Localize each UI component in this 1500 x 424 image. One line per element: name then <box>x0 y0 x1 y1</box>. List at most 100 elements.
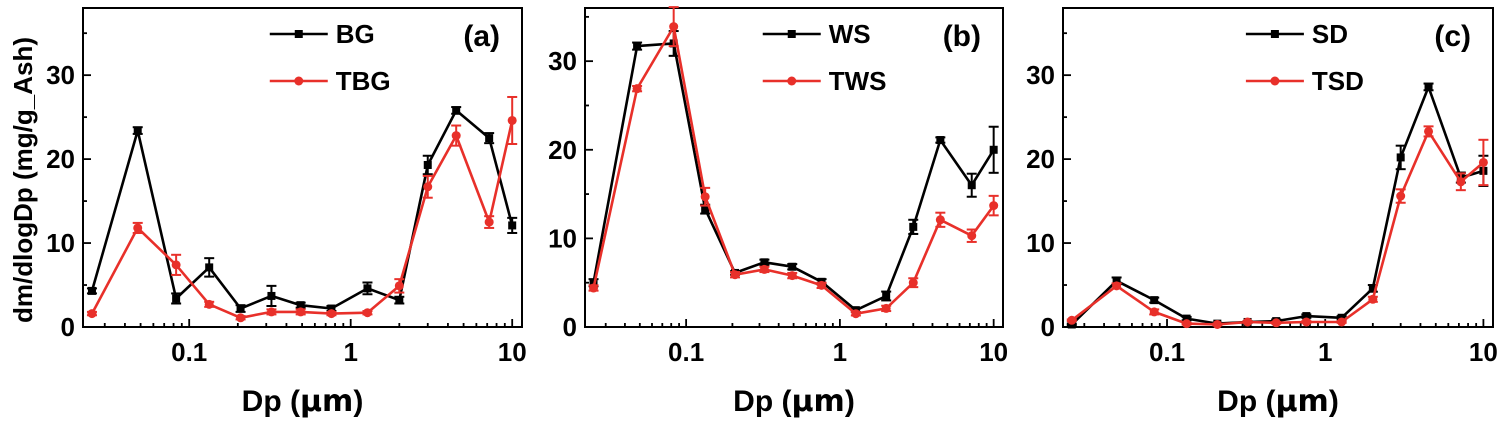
data-point-square <box>1368 284 1377 293</box>
data-point-square <box>327 304 336 313</box>
data-point-square <box>882 291 891 300</box>
data-point-circle <box>908 278 918 288</box>
data-point-square <box>1424 82 1433 91</box>
data-point-circle <box>1067 315 1077 325</box>
y-tick-label: 20 <box>46 144 75 174</box>
data-point-square <box>205 263 214 272</box>
data-point-circle <box>700 192 710 202</box>
data-point-circle <box>1212 319 1222 329</box>
data-point-circle <box>1396 191 1406 201</box>
data-point-circle <box>204 299 214 309</box>
data-point-square <box>236 304 245 313</box>
data-point-square <box>1396 153 1405 162</box>
series-TWS <box>588 6 999 319</box>
data-point-circle <box>787 271 797 281</box>
data-point-circle <box>989 201 999 211</box>
legend-marker-square <box>787 30 796 38</box>
data-point-square <box>508 221 517 230</box>
series-line-TWS <box>592 25 995 315</box>
data-point-square <box>267 291 276 300</box>
x-tick-label: 0.1 <box>171 337 207 367</box>
y-tick-label: 20 <box>548 135 577 165</box>
data-point-circle <box>1301 317 1311 327</box>
data-point-square <box>395 296 404 305</box>
legend-label: BG <box>336 19 375 49</box>
data-point-square <box>296 301 305 310</box>
data-point-circle <box>1337 317 1347 327</box>
data-point-circle <box>507 115 517 125</box>
panel-label: (a) <box>463 20 500 53</box>
data-point-circle <box>394 281 404 291</box>
data-point-square <box>936 136 945 145</box>
data-point-circle <box>423 182 433 192</box>
data-point-square <box>1150 296 1159 305</box>
data-point-square <box>133 126 142 135</box>
y-tick-label: 30 <box>46 60 75 90</box>
data-point-circle <box>881 303 891 313</box>
legend-marker-circle <box>1270 76 1280 86</box>
chart-panel-2: 0 10 20 30 0.1 1 10 Dp (μm) WS TWS (b) <box>548 6 1008 419</box>
data-point-circle <box>171 260 181 270</box>
plot-frame <box>82 7 523 328</box>
data-point-square <box>1302 312 1311 321</box>
data-point-circle <box>451 131 461 141</box>
x-axis-title: Dp (μm) <box>1217 384 1339 419</box>
series-line-TBG <box>90 120 514 320</box>
data-point-circle <box>1112 281 1122 291</box>
data-point-square <box>423 160 432 169</box>
y-tick-label: 20 <box>1026 144 1055 174</box>
x-tick-label: 1 <box>343 337 357 367</box>
series-TBG <box>86 95 518 323</box>
data-point-circle <box>1271 318 1281 328</box>
legend: BG TBG <box>269 19 391 96</box>
data-point-square <box>87 286 96 295</box>
data-point-circle <box>1456 177 1466 187</box>
x-axis-title: Dp (μm) <box>242 384 364 419</box>
data-point-circle <box>759 264 769 274</box>
data-point-square <box>485 134 494 143</box>
legend: SD TSD <box>1245 19 1364 96</box>
chart-panel-1: 0 10 20 30 0.1 1 10 Dp (μm) BG TBG (a) <box>46 7 527 419</box>
panel-label: (c) <box>1434 20 1471 53</box>
data-point-circle <box>266 307 276 317</box>
series-line-WS <box>592 42 995 312</box>
data-point-circle <box>817 280 827 290</box>
data-point-circle <box>87 309 97 319</box>
data-point-square <box>1112 276 1121 285</box>
series-line-BG <box>90 109 514 310</box>
data-point-square <box>788 262 797 271</box>
y-tick-label: 10 <box>46 228 75 258</box>
data-point-circle <box>296 307 306 317</box>
data-point-circle <box>935 215 945 225</box>
series-line-SD <box>1070 85 1484 326</box>
data-point-circle <box>967 231 977 241</box>
data-point-square <box>172 294 181 303</box>
data-point-circle <box>484 217 494 227</box>
legend-marker-circle <box>294 76 304 86</box>
x-tick-label: 10 <box>1469 337 1498 367</box>
data-point-circle <box>1478 157 1488 167</box>
y-tick-label: 30 <box>1026 60 1055 90</box>
data-point-square <box>701 205 710 214</box>
plot-frame <box>1062 7 1494 328</box>
series-line-TSD <box>1071 130 1485 326</box>
data-point-circle <box>133 223 143 233</box>
data-point-circle <box>669 22 679 32</box>
y-tick-label: 0 <box>61 312 75 342</box>
legend-label: SD <box>1312 19 1348 49</box>
legend-label: WS <box>829 19 871 49</box>
y-tick-label: 0 <box>1041 312 1055 342</box>
data-point-square <box>989 145 998 154</box>
x-tick-label: 10 <box>979 337 1008 367</box>
legend-marker-square <box>294 30 303 38</box>
y-tick-label: 10 <box>1026 228 1055 258</box>
legend-marker-circle <box>787 76 797 86</box>
series-TSD <box>1066 125 1489 329</box>
legend-label: TBG <box>336 66 391 96</box>
data-point-square <box>633 42 642 51</box>
data-point-circle <box>1243 317 1253 327</box>
shared-y-axis-label: dm/dlogDp (mg/g_Ash) <box>8 37 38 323</box>
legend-label: TWS <box>829 66 887 96</box>
data-point-circle <box>730 270 740 280</box>
